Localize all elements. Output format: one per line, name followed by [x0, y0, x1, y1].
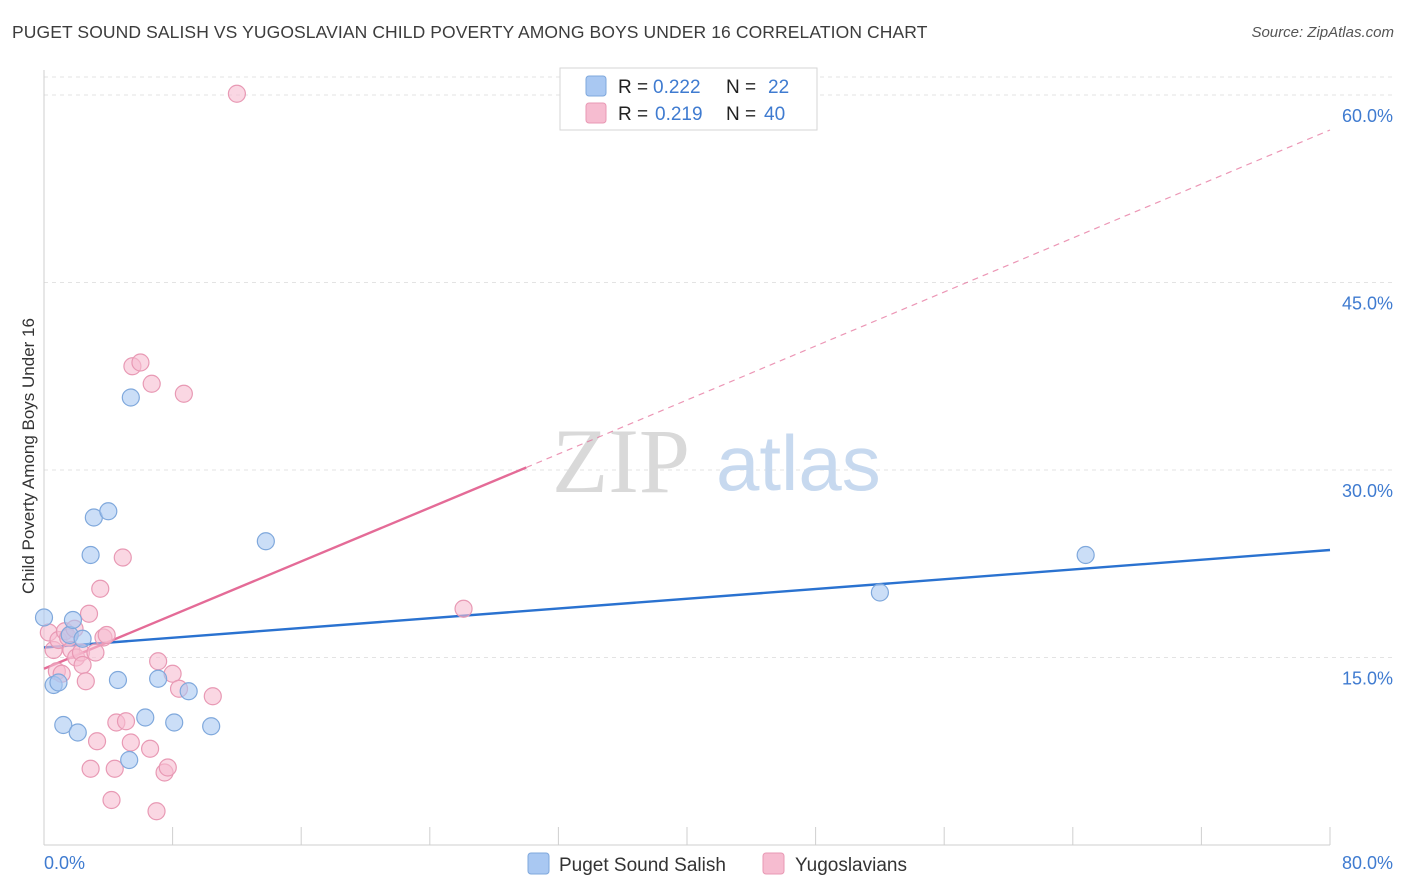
data-point-yugoslavians: [131, 353, 150, 372]
watermark: ZIP atlas: [552, 410, 881, 512]
trend-line-yugoslavians: [43, 466, 527, 670]
data-point-puget-sound-salish: [73, 629, 92, 648]
data-point-puget-sound-salish: [256, 532, 275, 551]
legend-n-value-pink: 40: [764, 104, 785, 125]
bottom-legend-label-pink: Yugoslavians: [795, 855, 907, 876]
data-point-puget-sound-salish: [202, 717, 221, 736]
trend-layer: [43, 129, 1331, 670]
x-tick-label-min: 0.0%: [44, 853, 85, 873]
data-point-puget-sound-salish: [108, 670, 128, 690]
watermark-atlas: atlas: [716, 419, 881, 507]
data-point-puget-sound-salish: [149, 669, 168, 688]
data-point-yugoslavians: [113, 548, 132, 567]
data-point-puget-sound-salish: [870, 583, 890, 602]
data-point-puget-sound-salish: [63, 610, 83, 630]
data-point-puget-sound-salish: [165, 713, 184, 732]
data-point-yugoslavians: [121, 733, 140, 752]
legend-r-value-blue: 0.222: [653, 77, 701, 98]
data-point-yugoslavians: [87, 732, 107, 751]
data-point-yugoslavians: [86, 643, 105, 662]
data-point-yugoslavians: [203, 687, 222, 706]
legend-n-value-blue: 22: [768, 77, 789, 98]
data-point-yugoslavians: [73, 655, 92, 675]
point-layer: [34, 84, 1095, 821]
bottom-legend-swatch-blue: [527, 852, 550, 875]
data-point-yugoslavians: [76, 672, 95, 691]
bottom-legend-label-blue: Puget Sound Salish: [559, 855, 726, 876]
data-point-yugoslavians: [174, 384, 193, 403]
top-legend: R = 0.222 N = 22 R = 0.219 N = 40: [559, 67, 818, 131]
legend-n-label-pink: N =: [726, 104, 756, 125]
trend-line-puget-sound-salish: [43, 548, 1331, 649]
y-tick-label: 15.0%: [1342, 669, 1393, 689]
legend-r-value-pink: 0.219: [655, 104, 703, 125]
data-point-yugoslavians: [116, 712, 136, 731]
y-tick-label: 60.0%: [1342, 106, 1393, 126]
data-point-yugoslavians: [91, 579, 110, 598]
bottom-legend: Puget Sound Salish Yugoslavians: [527, 852, 907, 876]
chart-source: Source: ZipAtlas.com: [1251, 24, 1394, 41]
data-point-yugoslavians: [79, 604, 99, 623]
data-point-puget-sound-salish: [179, 682, 198, 701]
data-point-yugoslavians: [149, 652, 168, 671]
data-point-puget-sound-salish: [81, 545, 100, 565]
legend-swatch-pink: [585, 102, 607, 124]
data-point-puget-sound-salish: [136, 708, 155, 727]
grid-layer: [44, 76, 1393, 658]
data-point-yugoslavians: [142, 374, 161, 393]
data-point-yugoslavians: [81, 759, 100, 778]
data-point-puget-sound-salish: [68, 723, 87, 742]
legend-swatch-blue: [585, 75, 607, 97]
data-point-puget-sound-salish: [121, 388, 140, 407]
x-tick-label-max: 80.0%: [1342, 853, 1393, 873]
chart-title: PUGET SOUND SALISH VS YUGOSLAVIAN CHILD …: [12, 22, 928, 42]
watermark-zip: ZIP: [552, 410, 690, 512]
data-point-puget-sound-salish: [99, 502, 118, 521]
data-point-puget-sound-salish: [54, 715, 73, 735]
data-point-yugoslavians: [158, 758, 177, 777]
data-point-puget-sound-salish: [34, 608, 54, 627]
data-point-yugoslavians: [140, 739, 160, 758]
trend-line-yugoslavians-extrapolated: [526, 129, 1331, 469]
data-point-yugoslavians: [105, 759, 124, 778]
data-point-yugoslavians: [147, 802, 166, 821]
y-axis-label: Child Poverty Among Boys Under 16: [19, 318, 38, 594]
legend-r-label-blue: R =: [618, 77, 648, 98]
legend-r-label-pink: R =: [618, 104, 648, 125]
data-point-yugoslavians: [454, 599, 473, 618]
legend-n-label-blue: N =: [726, 77, 756, 98]
data-point-yugoslavians: [227, 84, 246, 103]
bottom-legend-swatch-pink: [762, 852, 785, 875]
y-tick-label: 45.0%: [1342, 294, 1393, 314]
data-point-yugoslavians: [97, 625, 116, 645]
axis-layer: 15.0% 30.0% 45.0% 60.0% 0.0% 80.0%: [43, 70, 1393, 873]
y-tick-label: 30.0%: [1342, 481, 1393, 501]
data-point-puget-sound-salish: [120, 750, 139, 770]
data-point-puget-sound-salish: [1076, 545, 1095, 565]
data-point-puget-sound-salish: [49, 673, 68, 692]
data-point-yugoslavians: [102, 790, 121, 810]
